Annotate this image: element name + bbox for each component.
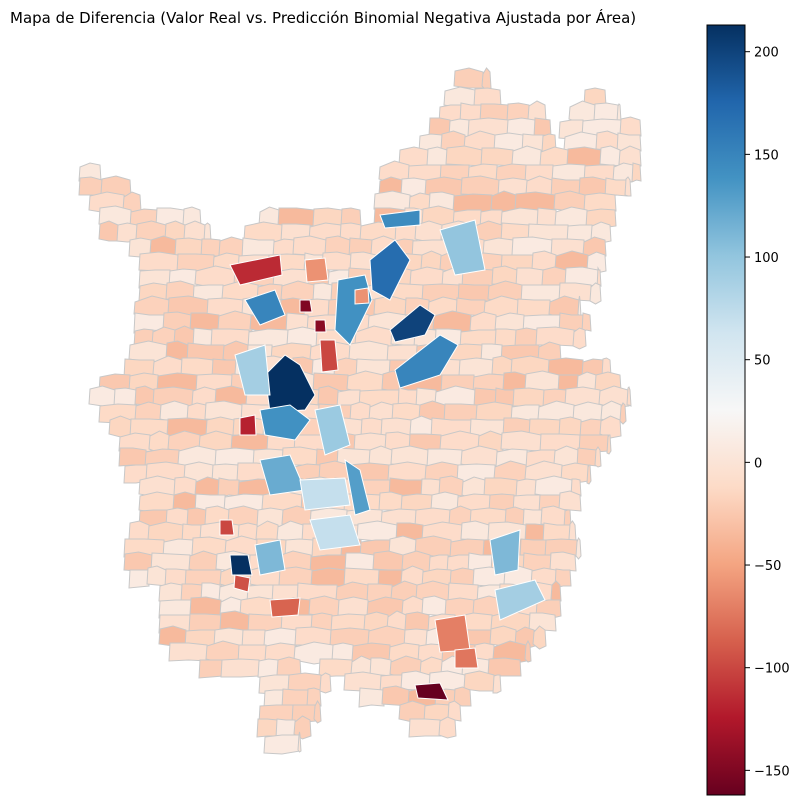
colorbar-tick-label: 150	[754, 148, 779, 163]
map-region-highlight	[299, 299, 313, 313]
map-region	[313, 699, 322, 724]
colorbar-tick-label: −150	[754, 764, 790, 779]
map-region	[599, 415, 622, 439]
map-region-highlight	[309, 514, 361, 551]
map-region	[624, 176, 632, 197]
map-region	[550, 580, 562, 603]
colorbar-ticks: 200 150 100 50 0 −50 −100 −150	[745, 46, 790, 779]
map-title: Mapa de Diferencia (Valor Real vs. Predi…	[10, 9, 637, 27]
map-region	[626, 386, 632, 407]
map-region-highlight	[269, 597, 301, 618]
map-region	[532, 625, 547, 650]
colorbar-tick-label: 50	[754, 354, 771, 369]
map-region-highlight	[234, 344, 271, 396]
choropleth-map	[78, 67, 642, 755]
map-region	[618, 145, 642, 169]
map-region-highlight	[233, 574, 251, 593]
map-region	[358, 687, 385, 708]
map-region-highlight	[354, 287, 370, 305]
map-region-highlight	[489, 529, 521, 576]
map-region-highlight	[299, 477, 351, 511]
colorbar-tick-label: −100	[754, 662, 790, 677]
map-region-highlight	[494, 579, 546, 621]
map-region-highlight	[414, 682, 449, 701]
map-region-highlight	[244, 289, 286, 326]
map-region-highlight	[259, 404, 311, 441]
map-region-highlight	[319, 339, 339, 373]
map-region-highlight	[239, 414, 257, 436]
map-region	[293, 715, 312, 740]
highlight-regions	[219, 209, 546, 701]
map-region	[575, 536, 582, 560]
map-region	[297, 731, 302, 753]
map-region	[572, 327, 587, 350]
map-region-highlight	[454, 647, 479, 669]
map-region	[589, 282, 602, 305]
map-region-highlight	[254, 539, 286, 576]
map-region-highlight	[344, 458, 371, 516]
map-region	[606, 434, 612, 455]
colorbar-tick-label: 100	[754, 251, 779, 266]
colorbar-tick-label: 200	[754, 46, 779, 61]
map-region-highlight	[389, 304, 436, 343]
map-region-highlight	[394, 334, 459, 389]
map-region-highlight	[219, 519, 235, 536]
map-region	[128, 569, 150, 589]
map-region	[492, 674, 502, 694]
map-region	[524, 639, 532, 663]
map-region-highlight	[379, 209, 421, 229]
map-region	[594, 446, 602, 468]
map-region-highlight	[439, 219, 486, 276]
map-region-highlight	[314, 404, 351, 456]
map-region	[438, 716, 457, 739]
colorbar-gradient	[706, 24, 746, 796]
map-region	[481, 67, 492, 92]
map-region	[631, 162, 642, 183]
map-region-highlight	[369, 239, 411, 301]
colorbar-tick-label: 0	[754, 456, 762, 471]
map-region-highlight	[304, 257, 329, 283]
map-region-highlight	[314, 319, 327, 333]
map-region-highlight	[229, 254, 283, 286]
map-region	[586, 464, 592, 485]
map-region-highlight	[229, 554, 253, 576]
colorbar-tick-label: −50	[754, 559, 781, 574]
